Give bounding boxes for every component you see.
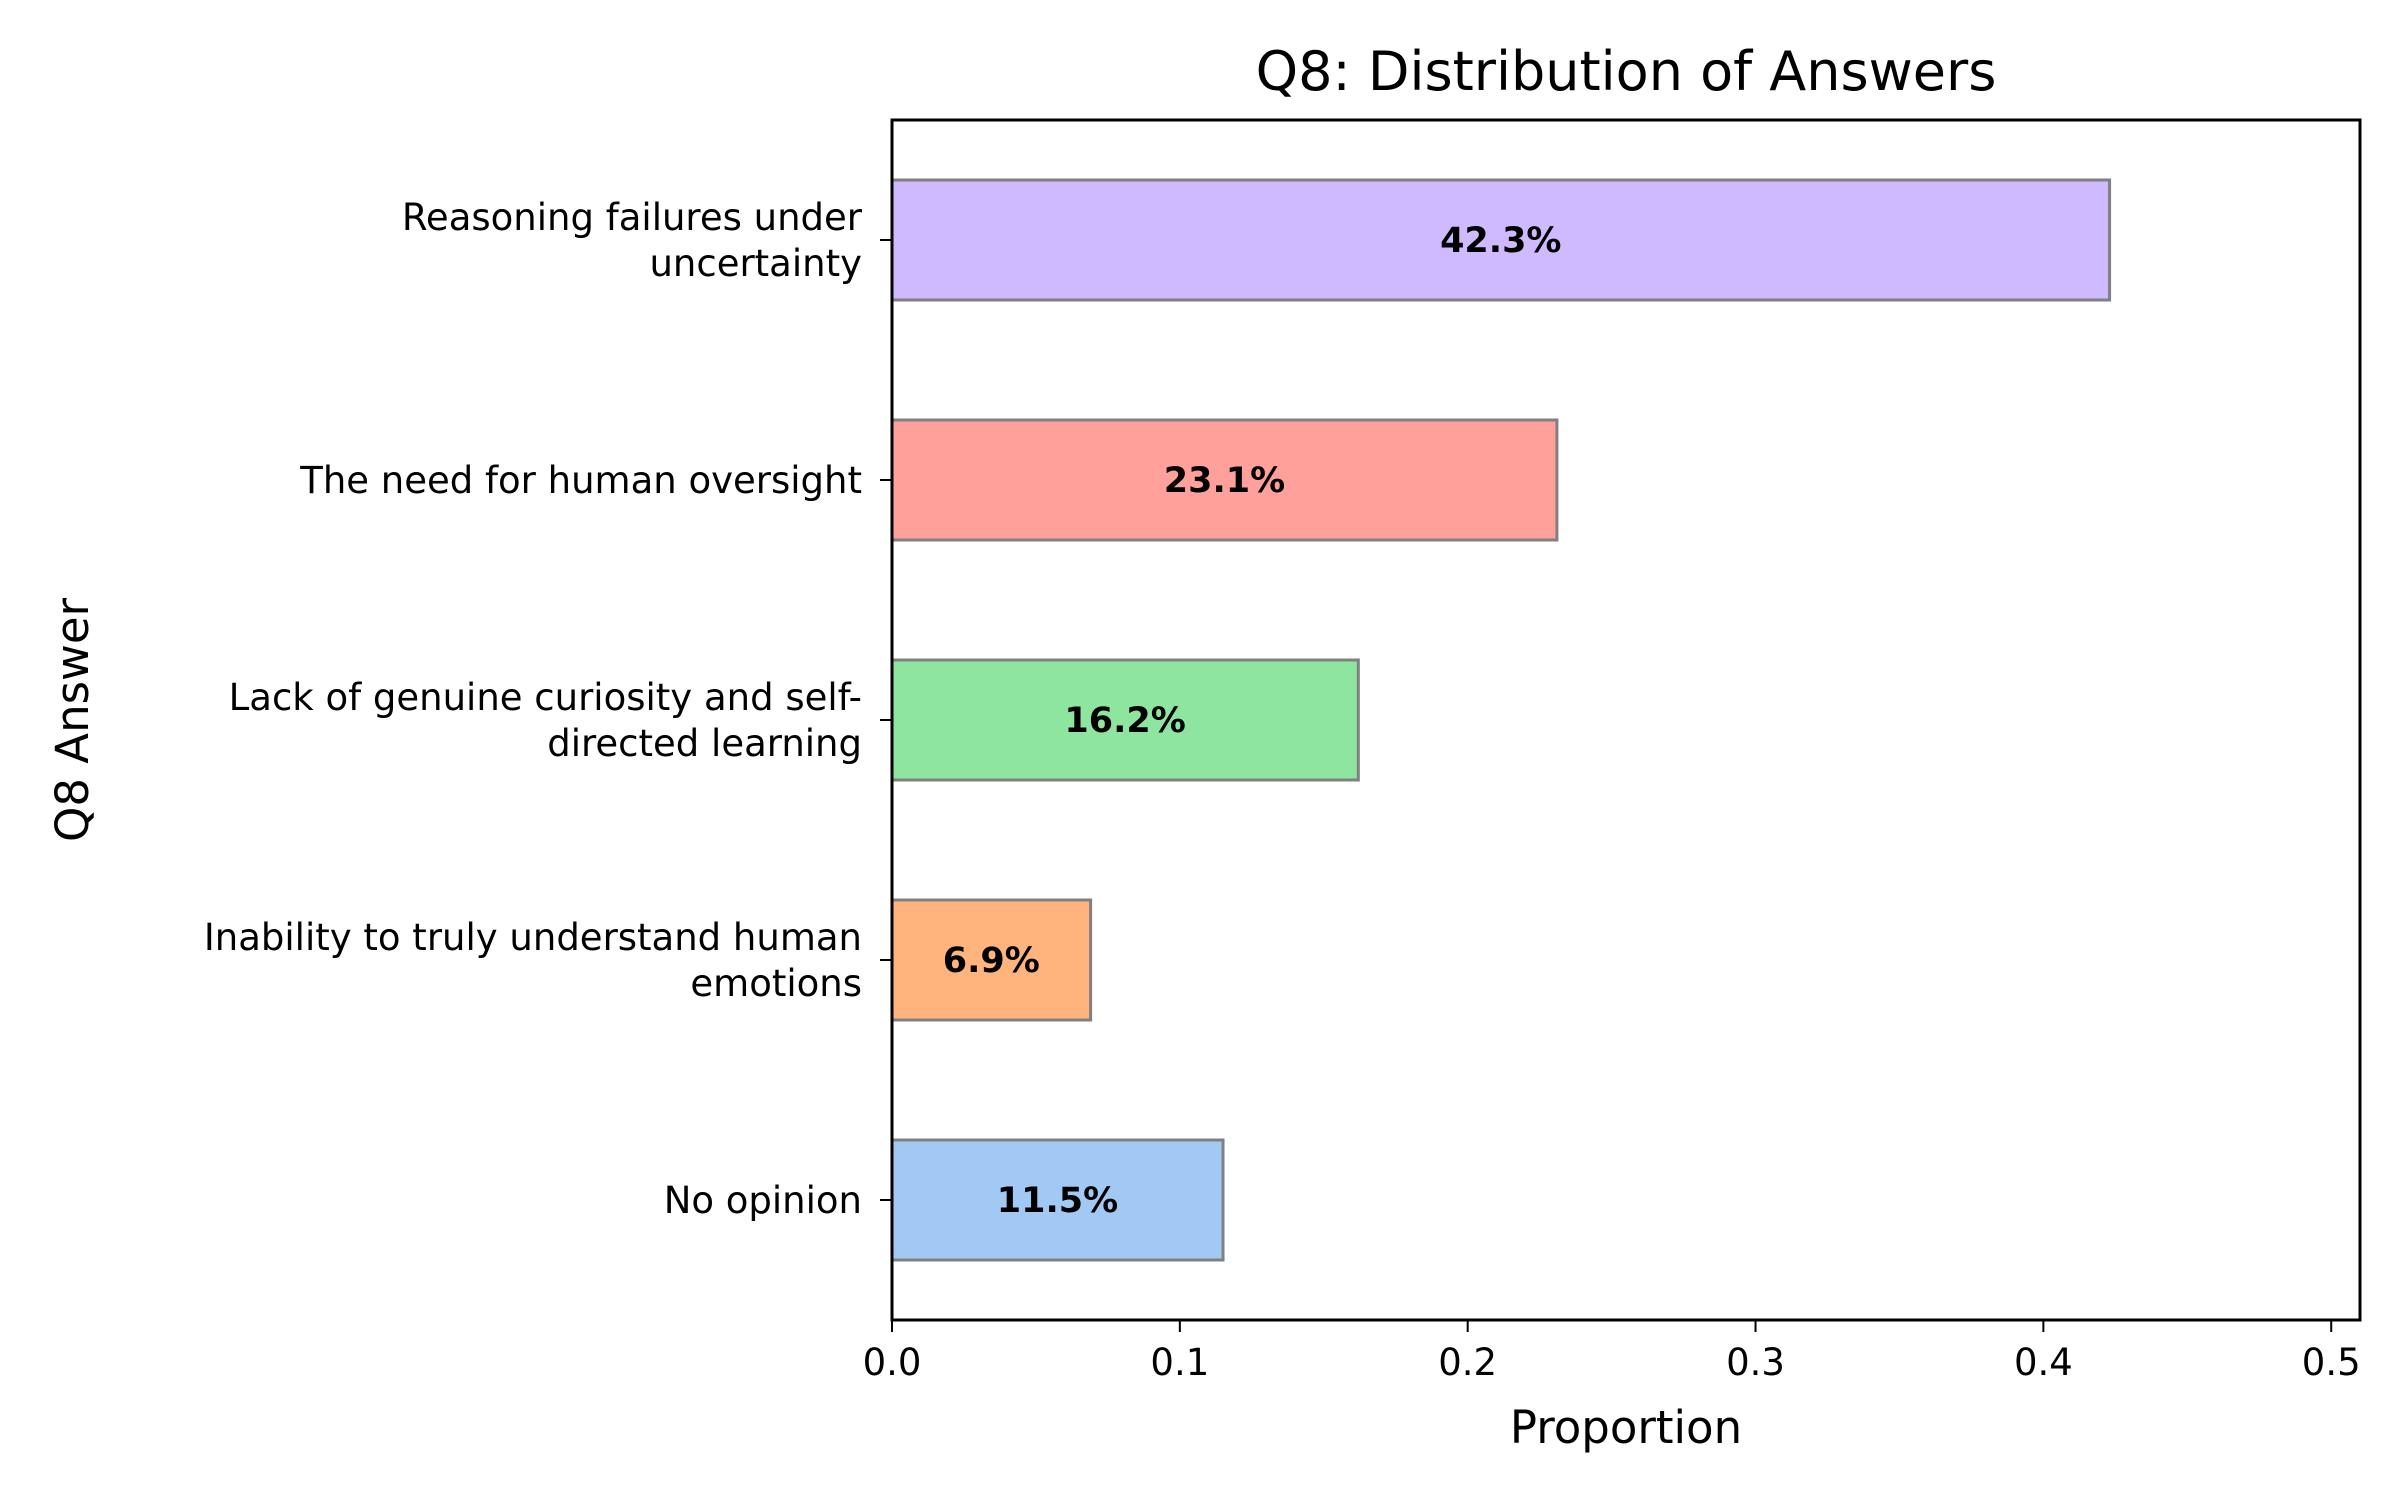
- y-tick-label-line: uncertainty: [649, 242, 862, 285]
- y-tick-label-line: Lack of genuine curiosity and self-: [229, 676, 862, 719]
- y-tick-label-line: The need for human oversight: [299, 459, 862, 502]
- y-tick-label: No opinion: [664, 1179, 862, 1222]
- bar-value-label: 23.1%: [1164, 461, 1285, 501]
- y-tick-label: Lack of genuine curiosity and self-direc…: [229, 676, 862, 765]
- y-tick-label-line: emotions: [690, 962, 862, 1005]
- y-tick-label-line: No opinion: [664, 1179, 862, 1222]
- y-tick-label-line: Inability to truly understand human: [204, 916, 862, 959]
- x-tick-label: 0.3: [1726, 1341, 1785, 1384]
- bar-value-label: 11.5%: [997, 1181, 1118, 1221]
- y-tick-label: Inability to truly understand human emoti…: [204, 916, 862, 1005]
- bar-value-label: 6.9%: [943, 941, 1040, 981]
- x-tick-label: 0.0: [863, 1341, 922, 1384]
- y-tick-label-line: directed learning: [547, 722, 862, 765]
- y-tick-label: Reasoning failures under uncertainty: [402, 196, 863, 285]
- y-tick-label: The need for human oversight: [299, 459, 862, 502]
- bar-value-label: 16.2%: [1064, 701, 1185, 741]
- y-axis-label: Q8 Answer: [46, 597, 99, 842]
- x-tick-label: 0.1: [1150, 1341, 1209, 1384]
- x-tick-label: 0.2: [1438, 1341, 1497, 1384]
- bar: [890, 178, 2112, 302]
- x-tick-label: 0.4: [2014, 1341, 2073, 1384]
- bar: [890, 418, 1559, 542]
- plot-frame: [890, 118, 2362, 1322]
- chart-title: Q8: Distribution of Answers: [1256, 40, 1997, 103]
- plot-area: 42.3% Reasoning failures under uncertainty…: [204, 118, 2362, 1384]
- x-tick-label: 0.5: [2302, 1341, 2361, 1384]
- bar-value-label: 42.3%: [1440, 221, 1561, 261]
- y-tick-label-line: Reasoning failures under: [402, 196, 863, 239]
- bar: [890, 898, 1093, 1022]
- x-axis-label: Proportion: [1510, 1401, 1742, 1454]
